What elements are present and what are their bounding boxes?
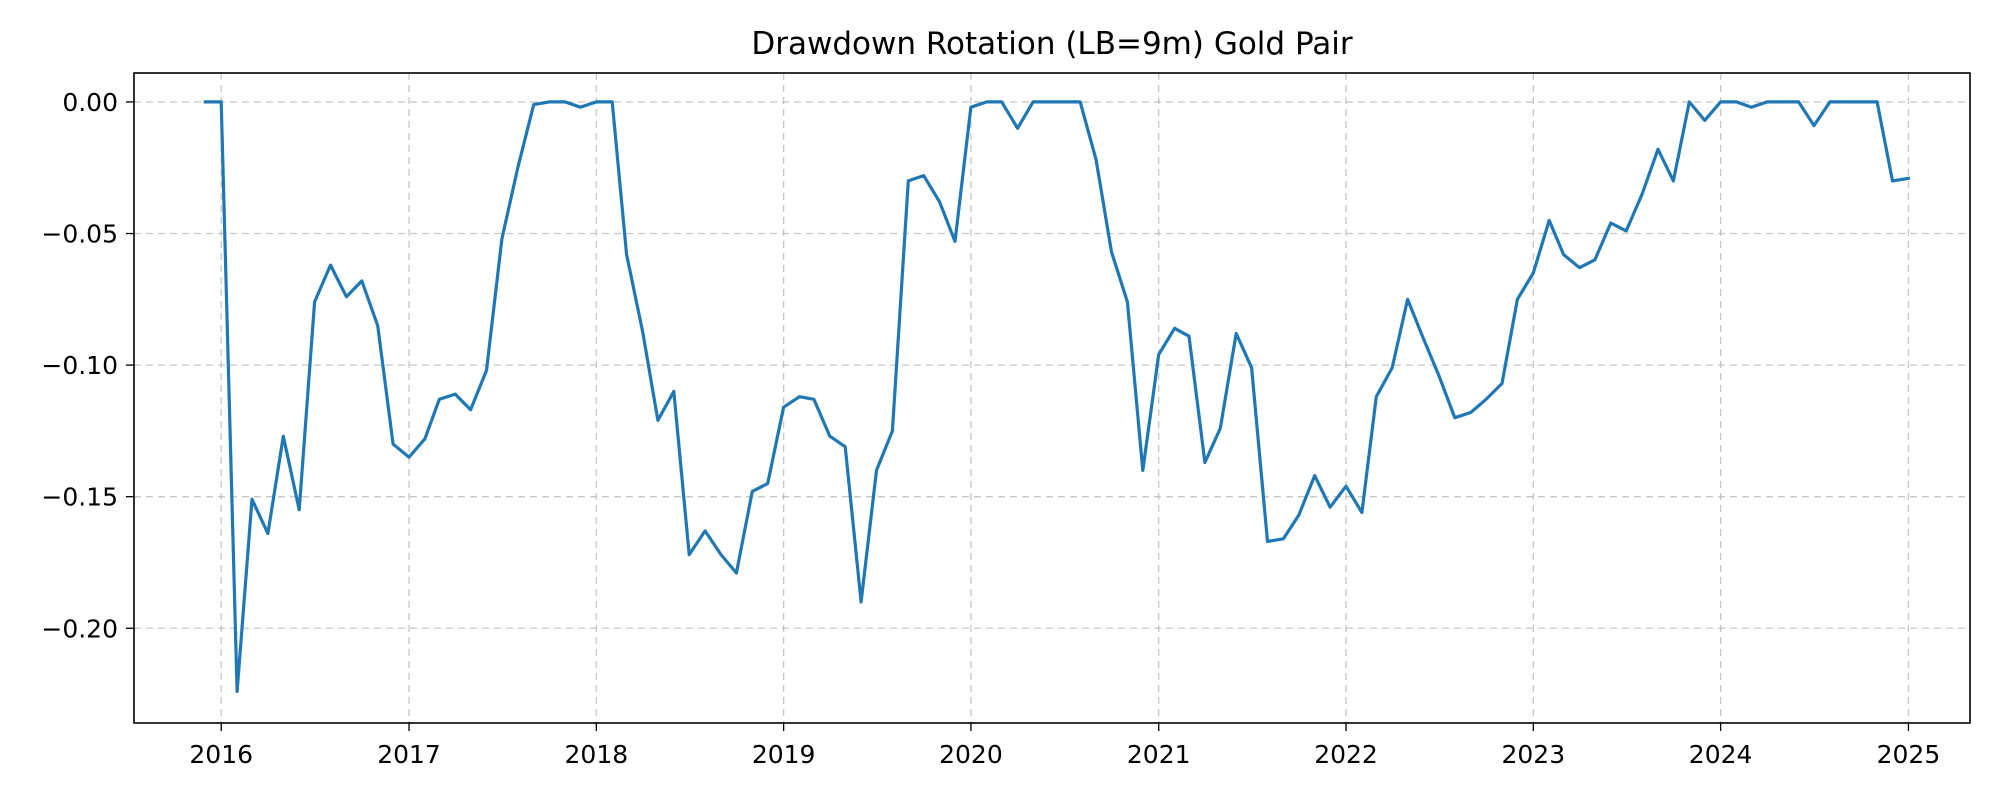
x-tick-label: 2021 — [1127, 740, 1191, 769]
y-tick-label: −0.05 — [41, 220, 118, 249]
chart-title: Drawdown Rotation (LB=9m) Gold Pair — [751, 26, 1352, 62]
x-tick-label: 2023 — [1502, 740, 1566, 769]
x-tick-label: 2022 — [1314, 740, 1378, 769]
x-tick-label: 2020 — [939, 740, 1003, 769]
x-tick-label: 2018 — [565, 740, 629, 769]
grid — [134, 73, 1970, 723]
series-layer — [203, 100, 1911, 694]
y-tick-label: 0.00 — [62, 88, 118, 117]
x-tick-label: 2017 — [377, 740, 441, 769]
series-line-0 — [203, 100, 1911, 694]
x-tick-label: 2024 — [1689, 740, 1753, 769]
y-tick-label: −0.20 — [41, 614, 118, 643]
ticks: 2016 2017 2018 2019 2020 2021 2022 2023 2024 2025… — [41, 88, 1940, 769]
x-tick-label: 2019 — [752, 740, 816, 769]
plot-frame — [133, 72, 1971, 724]
y-tick-label: −0.15 — [41, 483, 118, 512]
x-tick-label: 2016 — [189, 740, 253, 769]
y-tick-label: −0.10 — [41, 351, 118, 380]
x-tick-label: 2025 — [1877, 740, 1941, 769]
